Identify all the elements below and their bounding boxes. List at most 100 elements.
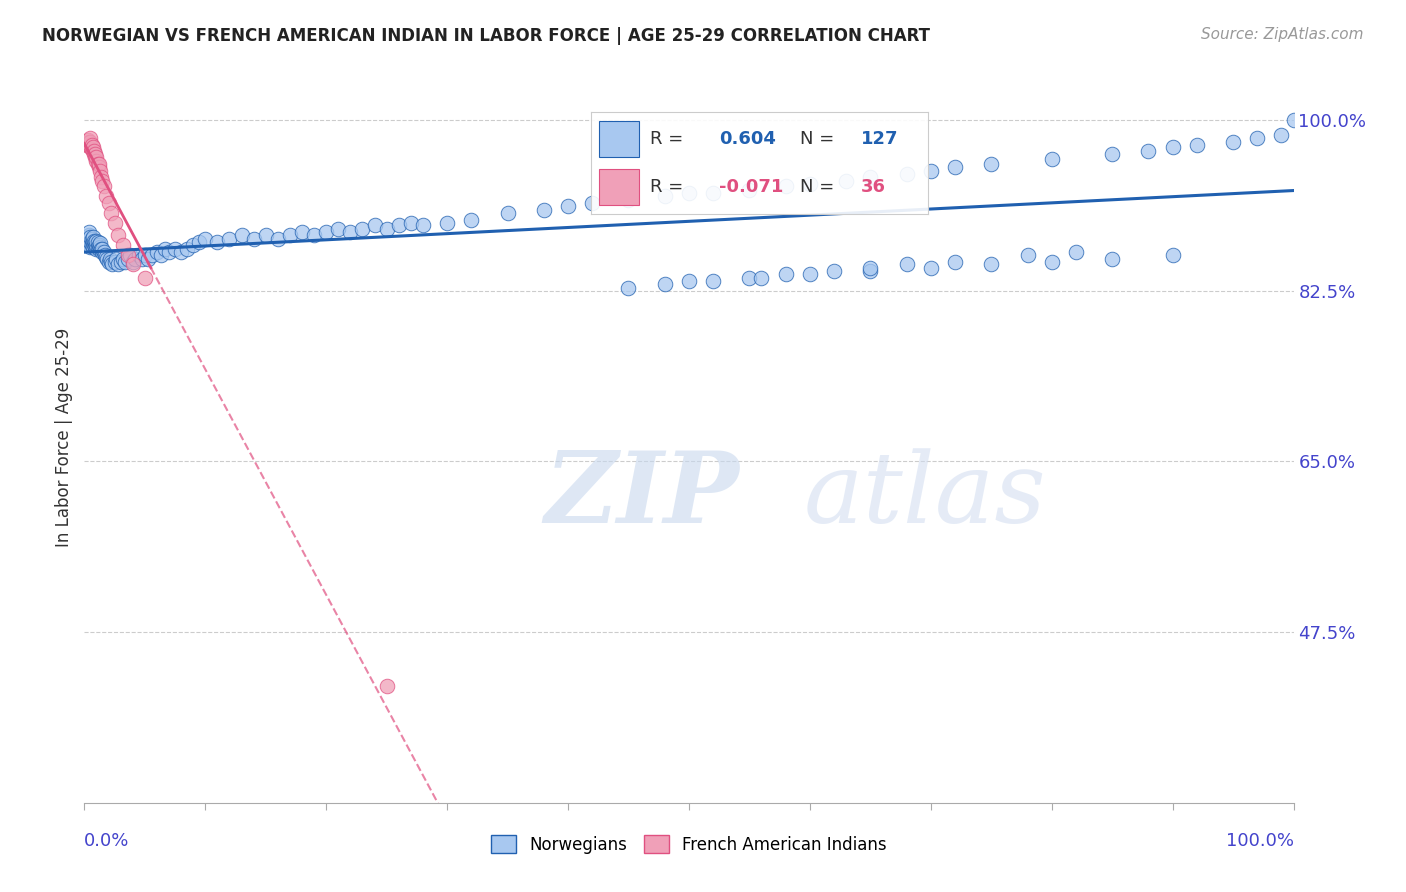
Point [83,234,105,248]
Point [188,235,211,249]
Point [112,252,135,266]
Point [114,254,136,268]
FancyBboxPatch shape [599,120,640,157]
Point [107,228,129,243]
Text: R =: R = [650,129,689,148]
Point [76,235,98,249]
Point [89,235,111,250]
Point [79,130,101,145]
Point [920,164,942,178]
Point [775,179,797,194]
Text: Source: ZipAtlas.com: Source: ZipAtlas.com [1201,27,1364,42]
Point [80,142,103,156]
Legend: Norwegians, French American Indians: Norwegians, French American Indians [484,829,894,860]
Text: -0.071: -0.071 [718,178,783,196]
Point [291,225,314,239]
Point [835,173,858,187]
Point [751,271,773,285]
Point [117,252,139,266]
Point [110,254,132,268]
Point [86,234,108,248]
Text: R =: R = [650,178,689,196]
Point [496,206,519,220]
Point [181,238,204,252]
Point [87,238,110,252]
Point [581,196,603,211]
Text: atlas: atlas [804,448,1046,543]
Point [86,242,108,256]
Point [83,145,105,159]
Point [107,257,129,271]
Point [83,147,105,161]
Point [980,257,1002,271]
Point [89,240,111,254]
Point [557,199,579,213]
Point [278,228,301,243]
Point [980,157,1002,171]
Point [702,186,724,201]
Point [96,252,118,266]
Point [112,238,135,252]
Point [82,140,104,154]
Point [315,225,337,239]
Point [84,150,107,164]
Point [93,244,115,259]
Point [157,244,180,259]
Point [100,206,122,220]
Point [176,242,198,256]
Text: 100.0%: 100.0% [1226,832,1294,850]
Point [1101,147,1123,161]
Point [91,173,114,187]
Point [149,248,172,262]
Point [1185,137,1208,152]
Text: N =: N = [800,178,839,196]
Point [82,235,104,249]
Point [77,135,100,149]
Point [617,193,640,207]
Point [859,261,882,276]
Point [218,232,240,246]
Point [82,240,104,254]
Point [617,281,640,295]
Text: ZIP: ZIP [544,448,738,544]
Point [1064,244,1087,259]
Point [678,274,700,288]
Point [97,254,120,268]
Point [94,248,117,262]
Point [82,145,104,159]
Point [84,147,107,161]
Point [399,215,422,229]
Point [155,242,177,256]
Point [859,264,882,278]
Point [80,232,103,246]
Text: 127: 127 [860,129,898,148]
Point [302,228,325,243]
Point [104,252,127,266]
Point [77,137,100,152]
Point [738,271,761,285]
Point [141,248,163,262]
Point [79,235,101,249]
Point [84,235,107,249]
Point [799,177,821,191]
Point [79,137,101,152]
Point [87,160,110,174]
Point [94,189,117,203]
Point [104,254,127,268]
Point [121,254,143,268]
Point [533,202,555,217]
Text: 36: 36 [860,178,886,196]
Point [94,250,117,264]
Point [943,160,966,174]
Point [121,257,143,271]
Point [76,137,98,152]
Point [77,137,100,152]
Point [97,196,120,211]
Point [79,230,101,244]
Point [77,228,100,243]
Point [460,212,482,227]
Point [86,157,108,171]
Point [138,252,160,266]
Point [654,277,676,291]
Point [375,679,398,693]
